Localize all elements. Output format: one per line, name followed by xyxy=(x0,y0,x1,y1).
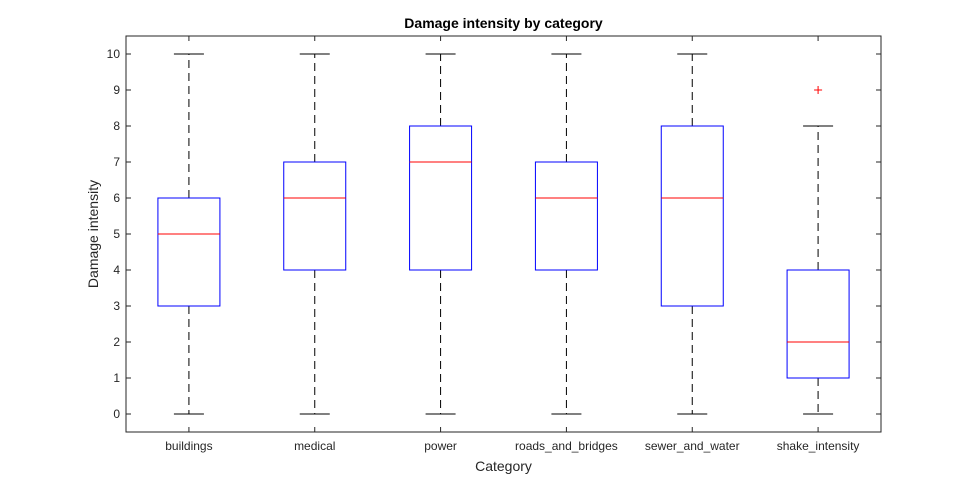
x-tick-label: shake_intensity xyxy=(777,439,860,453)
x-tick-label: buildings xyxy=(165,439,212,453)
box-power xyxy=(409,53,473,415)
iqr-box xyxy=(786,269,850,379)
iqr-box xyxy=(283,161,347,271)
y-tick-label: 2 xyxy=(113,335,120,349)
chart-title: Damage intensity by category xyxy=(404,15,603,31)
x-axis-label: Category xyxy=(475,458,532,474)
y-tick-label: 6 xyxy=(113,191,120,205)
y-tick-label: 1 xyxy=(113,371,120,385)
y-tick-label: 10 xyxy=(107,47,121,61)
box-roads_and_bridges xyxy=(534,53,598,415)
box-buildings xyxy=(157,53,221,415)
y-axis: 0 1 2 3 4 5 6 7 8 9 10 xyxy=(107,47,881,421)
y-tick-label: 8 xyxy=(113,119,120,133)
x-axis: buildings medical power roads_and_bridges se… xyxy=(165,36,859,453)
y-tick-label: 0 xyxy=(113,407,120,421)
y-tick-label: 9 xyxy=(113,83,120,97)
y-tick-label: 3 xyxy=(113,299,120,313)
y-tick-label: 5 xyxy=(113,227,120,241)
iqr-box xyxy=(534,161,598,271)
y-axis-label: Damage intensity xyxy=(85,180,101,288)
y-tick-label: 4 xyxy=(113,263,120,277)
box-shake_intensity xyxy=(786,86,850,415)
x-tick-label: roads_and_bridges xyxy=(515,439,618,453)
iqr-box xyxy=(409,125,473,271)
y-tick-label: 7 xyxy=(113,155,120,169)
x-tick-label: power xyxy=(424,439,457,453)
box-sewer_and_water xyxy=(660,53,724,415)
boxes-layer xyxy=(157,53,850,415)
iqr-box xyxy=(660,125,724,307)
plot-area-background xyxy=(126,36,881,432)
outlier-marker xyxy=(814,86,823,94)
x-tick-label: medical xyxy=(294,439,335,453)
box-medical xyxy=(283,53,347,415)
iqr-box xyxy=(157,197,221,307)
x-tick-label: sewer_and_water xyxy=(645,439,740,453)
